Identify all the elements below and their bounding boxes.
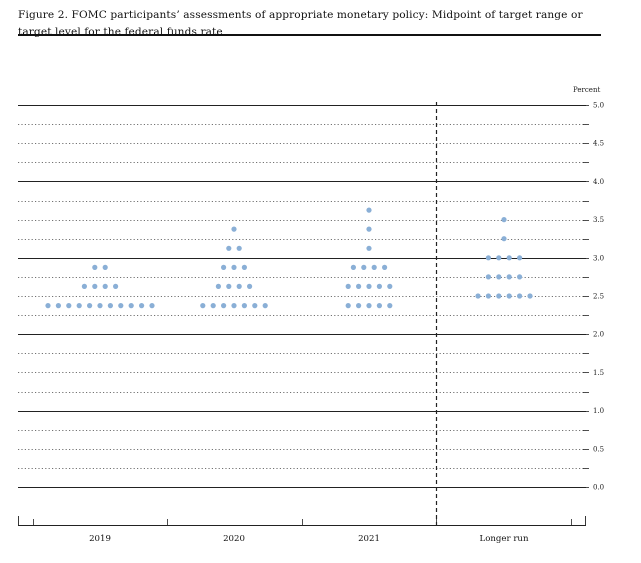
dot bbox=[356, 303, 362, 309]
dot bbox=[366, 283, 372, 289]
dot bbox=[92, 264, 98, 270]
title-underline bbox=[18, 34, 601, 36]
dot bbox=[81, 283, 87, 289]
y-tick-labels: 5.0 4.5 4.0 3.5 3.0 2.5 2.0 1.5 1.0 0.5 0.0 bbox=[593, 102, 604, 492]
dot bbox=[475, 293, 481, 299]
dot bbox=[506, 274, 512, 280]
dot bbox=[361, 264, 367, 270]
dot bbox=[517, 293, 523, 299]
dot bbox=[221, 264, 227, 270]
dot bbox=[215, 283, 221, 289]
dot bbox=[501, 236, 507, 242]
y-tick-label: 4.0 bbox=[593, 178, 604, 186]
y-tick-label: 1.0 bbox=[593, 407, 604, 415]
dot bbox=[345, 303, 351, 309]
dot bbox=[356, 283, 362, 289]
x-category-label: 2021 bbox=[358, 534, 380, 544]
x-category-label: 2019 bbox=[89, 534, 111, 544]
dot bbox=[102, 283, 108, 289]
dot bbox=[149, 303, 155, 309]
y-tick-label: 4.5 bbox=[593, 140, 604, 148]
dot bbox=[66, 303, 72, 309]
dot bbox=[200, 303, 206, 309]
dot bbox=[501, 217, 507, 223]
dot bbox=[236, 283, 242, 289]
dot bbox=[76, 303, 82, 309]
x-category-label: 2020 bbox=[223, 534, 245, 544]
dot bbox=[262, 303, 268, 309]
dots-layer bbox=[45, 207, 533, 309]
dot bbox=[236, 245, 242, 251]
dot bbox=[113, 283, 119, 289]
dot bbox=[366, 226, 372, 232]
y-tick-label: 0.0 bbox=[593, 484, 604, 492]
dot bbox=[485, 274, 491, 280]
dot bbox=[247, 283, 253, 289]
y-axis-label: Percent bbox=[573, 86, 600, 94]
dot bbox=[231, 264, 237, 270]
dot bbox=[366, 207, 372, 213]
dot bbox=[241, 303, 247, 309]
dot bbox=[252, 303, 258, 309]
dot bbox=[382, 264, 388, 270]
dot bbox=[345, 283, 351, 289]
dot bbox=[118, 303, 124, 309]
dot bbox=[241, 264, 247, 270]
dot bbox=[231, 226, 237, 232]
dot bbox=[371, 264, 377, 270]
grid-lines bbox=[18, 105, 589, 488]
dot bbox=[97, 303, 103, 309]
dot bbox=[527, 293, 533, 299]
dot bbox=[55, 303, 62, 309]
dot bbox=[387, 303, 393, 309]
dot bbox=[496, 293, 502, 299]
y-tick-label: 1.5 bbox=[593, 369, 604, 377]
dot bbox=[231, 303, 237, 309]
dot bbox=[517, 274, 523, 280]
dot bbox=[350, 264, 356, 270]
dot bbox=[376, 303, 382, 309]
dot bbox=[221, 303, 227, 309]
dot bbox=[387, 283, 393, 289]
y-tick-label: 3.5 bbox=[593, 216, 604, 224]
dot bbox=[128, 303, 134, 309]
dot bbox=[226, 245, 232, 251]
y-tick-label: 2.0 bbox=[593, 331, 604, 339]
dot bbox=[92, 283, 98, 289]
y-tick-label: 0.5 bbox=[593, 445, 604, 453]
dot bbox=[366, 303, 372, 309]
dot bbox=[485, 255, 491, 261]
dot bbox=[87, 303, 93, 309]
dot bbox=[366, 245, 372, 251]
x-category-label: Longer run bbox=[479, 534, 528, 544]
dot bbox=[45, 303, 51, 309]
y-tick-label: 3.0 bbox=[593, 254, 604, 262]
dot bbox=[102, 264, 108, 270]
dot bbox=[139, 303, 145, 309]
dot bbox=[107, 303, 113, 309]
dot bbox=[376, 283, 382, 289]
y-tick-label: 2.5 bbox=[593, 293, 604, 301]
dot bbox=[210, 303, 216, 309]
dot bbox=[506, 293, 512, 299]
dot bbox=[517, 255, 523, 261]
dot bbox=[506, 255, 512, 261]
dot bbox=[496, 255, 502, 261]
x-axis: 2019 2020 2021 Longer run bbox=[18, 102, 586, 544]
dot bbox=[496, 274, 502, 280]
y-tick-label: 5.0 bbox=[593, 102, 604, 110]
dot bbox=[485, 293, 491, 299]
dot bbox=[226, 283, 232, 289]
